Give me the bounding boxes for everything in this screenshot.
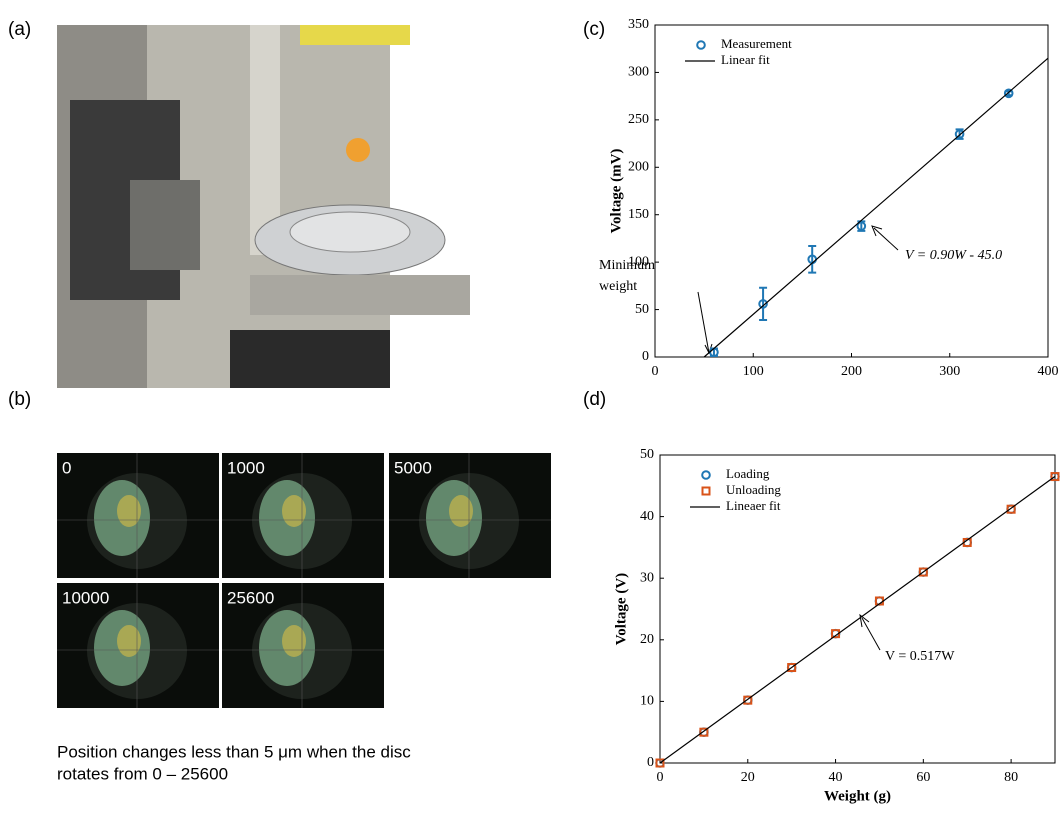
panel-label: (c) (583, 19, 605, 40)
x-tick-label: 80 (1004, 770, 1018, 785)
y-tick-label: 200 (628, 160, 649, 175)
fit-line (659, 475, 1056, 764)
x-axis-label: Weight (g) (824, 788, 891, 804)
marker (787, 663, 797, 673)
legend-label: Linear fit (721, 52, 770, 67)
annotation: V = 0.90W - 45.0 (905, 248, 1002, 263)
micrograph-crystal (282, 625, 306, 657)
y-tick-label: 0 (647, 755, 654, 770)
marker (1003, 88, 1014, 99)
y-tick-label: 350 (628, 17, 649, 32)
annotation: V = 0.517W (885, 649, 955, 664)
y-axis-label: Voltage (V) (613, 573, 629, 645)
legend-label: Loading (726, 466, 770, 481)
arrow (861, 617, 881, 651)
arrow (873, 227, 899, 251)
marker (743, 695, 753, 705)
panel-label: (a) (8, 19, 31, 40)
micrograph-label: 0 (62, 458, 71, 477)
caption: rotates from 0 – 25600 (57, 764, 228, 783)
marker (954, 129, 965, 139)
y-tick-label: 50 (635, 302, 649, 317)
micrograph-crystal (449, 495, 473, 527)
x-tick-label: 100 (743, 364, 764, 379)
y-tick-label: 30 (640, 570, 654, 585)
plot-frame (659, 454, 1056, 764)
marker (701, 486, 711, 496)
x-tick-label: 400 (1038, 364, 1059, 379)
error-bar (759, 286, 768, 322)
x-tick-label: 200 (841, 364, 862, 379)
x-tick-label: 0 (657, 770, 664, 785)
marker (701, 470, 711, 480)
micrograph-crystal (282, 495, 306, 527)
marker (1006, 504, 1016, 514)
arrow-head (871, 225, 883, 237)
micrograph-label: 25600 (227, 588, 274, 607)
photo (57, 25, 470, 388)
y-axis-label: Voltage (mV) (608, 149, 624, 234)
micrograph-label: 5000 (394, 458, 432, 477)
y-tick-label: 40 (640, 509, 654, 524)
y-tick-label: 50 (640, 447, 654, 462)
legend-label: Lineaer fit (726, 498, 781, 513)
y-tick-label: 150 (628, 207, 649, 222)
x-tick-label: 60 (916, 770, 930, 785)
legend-label: Measurement (721, 36, 792, 51)
arrow-head (859, 613, 870, 628)
x-tick-label: 0 (652, 364, 659, 379)
error-bar (808, 245, 817, 274)
marker (699, 727, 709, 737)
annotation: weight (599, 279, 637, 294)
y-tick-label: 0 (642, 349, 649, 364)
caption: Position changes less than 5 μm when the… (57, 742, 411, 761)
y-tick-label: 20 (640, 632, 654, 647)
marker (856, 221, 867, 231)
annotation: Minimum (599, 258, 655, 273)
x-tick-label: 300 (939, 364, 960, 379)
marker (655, 758, 665, 768)
panel-label: (d) (583, 389, 606, 410)
micrograph-crystal (117, 495, 141, 527)
y-tick-label: 250 (628, 112, 649, 127)
x-tick-label: 40 (829, 770, 843, 785)
x-tick-label: 20 (741, 770, 755, 785)
y-tick-label: 10 (640, 694, 654, 709)
arrow (697, 291, 710, 354)
marker (758, 299, 768, 309)
marker (918, 567, 928, 577)
marker (696, 40, 706, 50)
micrograph-label: 1000 (227, 458, 265, 477)
panel-label: (b) (8, 389, 31, 410)
legend-label: Unloading (726, 482, 781, 497)
y-tick-label: 300 (628, 65, 649, 80)
y-tick-label: 100 (628, 254, 649, 269)
micrographs: 0 1000 5000 10000 25600 (57, 453, 551, 708)
micrograph-label: 10000 (62, 588, 109, 607)
micrograph-crystal (117, 625, 141, 657)
plot-frame (654, 24, 1049, 358)
fit-line (703, 57, 1049, 358)
marker (1050, 472, 1060, 482)
